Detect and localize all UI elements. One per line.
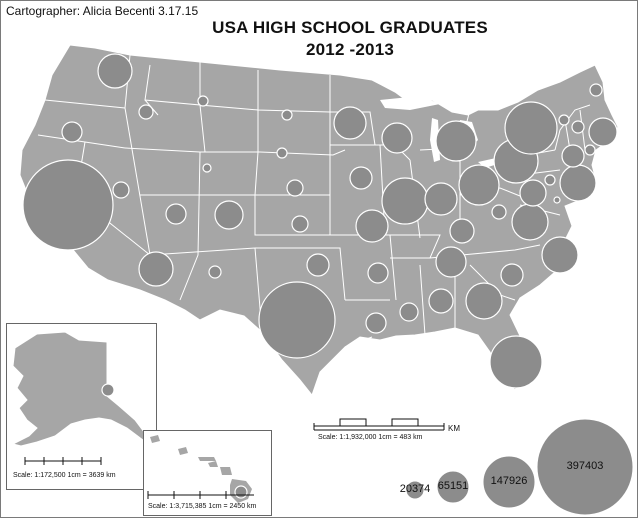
state-symbol-tn [435, 246, 467, 278]
graduate-symbols [22, 53, 618, 389]
state-symbol-wa [97, 53, 133, 89]
state-symbol-mn [333, 106, 367, 140]
state-symbol-in [424, 182, 458, 216]
alaska-scale-label: Scale: 1:172,500 1cm = 3639 km [13, 472, 116, 479]
state-symbol-nd [281, 109, 293, 121]
state-symbol-dc [553, 196, 561, 204]
state-symbol-tx [258, 281, 336, 359]
main-scale-unit: KM [448, 424, 460, 433]
map-title-line-2: 2012 -2013 [305, 40, 395, 59]
state-symbol-nj [559, 164, 597, 202]
legend-value-4: 397403 [566, 460, 604, 472]
state-symbol-ca [22, 159, 114, 251]
hawaii-scale-bar [147, 491, 254, 499]
main-scale-label: Scale: 1:1,932,000 1cm = 483 km [318, 434, 423, 441]
map-title: USA HIGH SCHOOL GRADUATES 2012 -2013 [200, 17, 500, 61]
state-symbol-ga [465, 282, 503, 320]
legend-value-3: 147926 [490, 475, 528, 487]
state-symbol-vt [558, 114, 570, 126]
state-symbol-ks [291, 215, 309, 233]
hawaii-scale-label: Scale: 1:3,715,385 1cm = 2450 km [148, 503, 257, 510]
state-symbol-md [519, 179, 547, 207]
main-scale-bar [313, 418, 445, 431]
state-symbol-ar [367, 262, 389, 284]
state-symbol-de [544, 174, 556, 186]
alaska-map [11, 331, 148, 465]
state-symbol-fl [489, 335, 543, 389]
hawaii-symbol [234, 485, 248, 499]
hawaii-inset: Scale: 1:3,715,385 1cm = 2450 km [143, 430, 272, 516]
state-symbol-sd [276, 147, 288, 159]
alaska-inset: Scale: 1:172,500 1cm = 3639 km [6, 323, 157, 490]
state-symbol-sc [500, 263, 524, 287]
alaska-landmass [11, 331, 148, 447]
state-symbol-nh [571, 120, 585, 134]
state-symbol-nv [112, 181, 130, 199]
state-symbol-ne [286, 179, 304, 197]
state-symbol-ut [165, 203, 187, 225]
legend-value-1: 20374 [399, 483, 431, 495]
state-symbol-ct [561, 144, 585, 168]
state-symbol-ms [399, 302, 419, 322]
state-symbol-az [138, 251, 174, 287]
state-symbol-ia [349, 166, 373, 190]
state-symbol-ny [504, 101, 558, 155]
cartographer-credit: Cartographer: Alicia Becenti 3.17.15 [6, 4, 199, 18]
state-symbol-co [214, 200, 244, 230]
state-symbol-mt [197, 95, 209, 107]
state-symbol-nm [208, 265, 222, 279]
alaska-scale-bar [24, 457, 102, 465]
legend-value-2: 65151 [437, 480, 469, 492]
state-symbol-wy [202, 163, 212, 173]
state-symbol-mi [435, 120, 477, 162]
state-symbol-la [365, 312, 387, 334]
state-symbol-wi [381, 122, 413, 154]
state-symbol-wv [491, 204, 507, 220]
hawaii-map [147, 435, 254, 503]
map-title-line-1: USA HIGH SCHOOL GRADUATES [212, 18, 488, 37]
state-symbol-or [61, 121, 83, 143]
state-symbol-oh [458, 164, 500, 206]
state-symbol-ok [306, 253, 330, 277]
state-symbol-nc [541, 236, 579, 274]
state-symbol-me [589, 83, 603, 97]
state-symbol-id [138, 104, 154, 120]
state-symbol-va [511, 203, 549, 241]
state-symbol-ri [584, 144, 596, 156]
state-symbol-al [428, 288, 454, 314]
state-symbol-mo [355, 209, 389, 243]
alaska-symbol [101, 383, 115, 397]
state-symbol-ky [449, 218, 475, 244]
state-symbol-ma [588, 117, 618, 147]
state-symbol-il [381, 177, 429, 225]
